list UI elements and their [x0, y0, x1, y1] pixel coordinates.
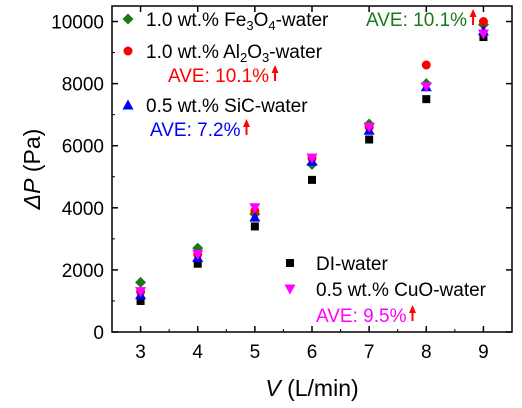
data-point [192, 249, 204, 260]
x-tick-label: 7 [364, 342, 375, 363]
data-point [421, 60, 431, 70]
legend-marker-fe3o4 [122, 13, 134, 25]
y-tick-label: 4000 [62, 199, 104, 220]
data-point [422, 95, 431, 104]
data-point [249, 211, 261, 222]
data-point [420, 82, 432, 93]
arrow-head [408, 305, 416, 313]
data-point [363, 122, 375, 133]
y-tick-label: 8000 [62, 75, 104, 96]
legend-label-sic: 0.5 wt.% SiC-water [146, 96, 308, 117]
x-tick-label: 5 [250, 342, 261, 363]
data-point [249, 203, 261, 214]
legend-label-cuo: 0.5 wt.% CuO-water [316, 280, 487, 301]
annotation-sic: AVE: 7.2% [150, 120, 241, 141]
x-tick-label: 8 [421, 342, 432, 363]
legend-label-fe3o4: 1.0 wt.% Fe3O4-water [146, 10, 329, 33]
legend-label-al2o3: 1.0 wt.% Al2O3-water [146, 42, 323, 65]
arrow-head [271, 65, 279, 73]
data-point [306, 153, 318, 164]
legend-label-di: DI-water [316, 254, 388, 275]
legend-marker-al2o3 [123, 46, 133, 56]
y-axis-label: ΔP (Pa) [19, 129, 45, 211]
data-point [135, 276, 147, 288]
x-tick-label: 6 [307, 342, 318, 363]
arrow-head [469, 9, 477, 17]
legend-marker-di [286, 259, 294, 267]
up-arrow-icon [271, 65, 279, 81]
data-point [308, 175, 316, 184]
annotation-al2o3: AVE: 10.1% [168, 66, 269, 87]
x-tick-label: 4 [192, 342, 203, 363]
data-point [135, 287, 147, 298]
legend-marker-cuo [284, 284, 296, 295]
y-tick-label: 0 [93, 323, 104, 344]
series-triangle-down [135, 29, 489, 298]
y-tick-label: 2000 [62, 261, 104, 282]
up-arrow-icon [469, 9, 477, 25]
arrow-head [242, 119, 250, 127]
x-tick-label: 3 [135, 342, 146, 363]
up-arrow-icon [242, 119, 250, 135]
data-point [193, 259, 202, 268]
data-point [478, 17, 488, 27]
x-axis-label: V (L/min) [265, 375, 358, 401]
data-point [365, 135, 374, 144]
up-arrow-icon [408, 305, 416, 321]
x-tick-label: 9 [478, 342, 489, 363]
data-point [136, 296, 145, 305]
data-point [477, 29, 489, 40]
legend-marker-sic [122, 99, 134, 110]
data-point [250, 222, 259, 231]
annotation-fe3o4: AVE: 10.1% [366, 10, 467, 31]
y-tick-label: 6000 [62, 137, 104, 158]
annotation-cuo: AVE: 9.5% [316, 306, 407, 327]
y-tick-label: 10000 [51, 13, 104, 34]
